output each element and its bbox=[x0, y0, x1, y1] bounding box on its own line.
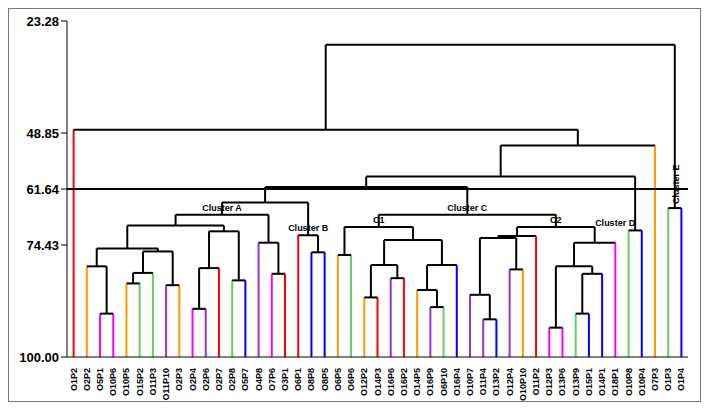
svg-text:O11P10: O11P10 bbox=[161, 368, 171, 401]
svg-text:O13P9: O13P9 bbox=[571, 368, 581, 396]
svg-text:O13P2: O13P2 bbox=[491, 368, 501, 396]
svg-text:O7P6: O7P6 bbox=[267, 368, 277, 391]
svg-text:74.43: 74.43 bbox=[26, 238, 59, 253]
svg-text:O6P6: O6P6 bbox=[346, 368, 356, 391]
svg-text:O10P10: O10P10 bbox=[518, 368, 528, 401]
svg-text:O16P2: O16P2 bbox=[399, 368, 409, 396]
svg-text:O8P8: O8P8 bbox=[306, 368, 316, 391]
svg-text:O18P1: O18P1 bbox=[610, 368, 620, 396]
svg-text:O8P5: O8P5 bbox=[320, 368, 330, 391]
svg-text:C2: C2 bbox=[550, 215, 562, 225]
svg-text:O1P4: O1P4 bbox=[676, 368, 686, 391]
svg-text:O15P1: O15P1 bbox=[584, 368, 594, 396]
svg-text:O2P7: O2P7 bbox=[214, 368, 224, 391]
svg-text:Cluster A: Cluster A bbox=[202, 203, 242, 213]
svg-text:Cluster D: Cluster D bbox=[595, 218, 636, 228]
svg-text:O10P4: O10P4 bbox=[637, 368, 647, 396]
svg-text:O6P5: O6P5 bbox=[333, 368, 343, 391]
svg-text:100.00: 100.00 bbox=[19, 350, 59, 365]
svg-text:O10P5: O10P5 bbox=[121, 368, 131, 396]
svg-text:O14P3: O14P3 bbox=[373, 368, 383, 396]
svg-text:O2P2: O2P2 bbox=[82, 368, 92, 391]
svg-text:O2P6: O2P6 bbox=[201, 368, 211, 391]
svg-text:O10P8: O10P8 bbox=[624, 368, 634, 396]
svg-text:Cluster C: Cluster C bbox=[447, 203, 488, 213]
svg-text:O12P4: O12P4 bbox=[505, 368, 515, 396]
svg-text:O14P5: O14P5 bbox=[412, 368, 422, 396]
svg-text:O16P4: O16P4 bbox=[452, 368, 462, 396]
svg-text:61.64: 61.64 bbox=[26, 182, 59, 197]
svg-text:O11P3: O11P3 bbox=[148, 368, 158, 396]
svg-text:O2P3: O2P3 bbox=[174, 368, 184, 391]
svg-text:O5P1: O5P1 bbox=[95, 368, 105, 391]
svg-text:O10P7: O10P7 bbox=[465, 368, 475, 396]
svg-text:O1P3: O1P3 bbox=[663, 368, 673, 391]
svg-text:O10P6: O10P6 bbox=[108, 368, 118, 396]
svg-text:O7P3: O7P3 bbox=[650, 368, 660, 391]
svg-text:O6P10: O6P10 bbox=[439, 368, 449, 396]
svg-text:O3P1: O3P1 bbox=[280, 368, 290, 391]
svg-text:O2P4: O2P4 bbox=[188, 368, 198, 391]
svg-text:23.28: 23.28 bbox=[26, 14, 59, 29]
svg-text:O16P9: O16P9 bbox=[425, 368, 435, 396]
svg-text:Cluster B: Cluster B bbox=[288, 223, 329, 233]
svg-text:O1P2: O1P2 bbox=[69, 368, 79, 391]
svg-text:O2P8: O2P8 bbox=[227, 368, 237, 391]
svg-text:O5P7: O5P7 bbox=[240, 368, 250, 391]
svg-text:48.85: 48.85 bbox=[26, 126, 59, 141]
svg-text:O16P6: O16P6 bbox=[386, 368, 396, 396]
svg-text:C1: C1 bbox=[373, 215, 385, 225]
svg-text:O12P3: O12P3 bbox=[544, 368, 554, 396]
svg-text:O12P2: O12P2 bbox=[359, 368, 369, 396]
svg-text:O6P1: O6P1 bbox=[293, 368, 303, 391]
svg-text:O14P1: O14P1 bbox=[597, 368, 607, 396]
svg-text:O13P6: O13P6 bbox=[557, 368, 567, 396]
svg-text:Cluster E: Cluster E bbox=[671, 165, 681, 205]
svg-text:O15P2: O15P2 bbox=[135, 368, 145, 396]
svg-text:O4P8: O4P8 bbox=[254, 368, 264, 391]
svg-text:O11P4: O11P4 bbox=[478, 368, 488, 396]
svg-text:O11P2: O11P2 bbox=[531, 368, 541, 396]
